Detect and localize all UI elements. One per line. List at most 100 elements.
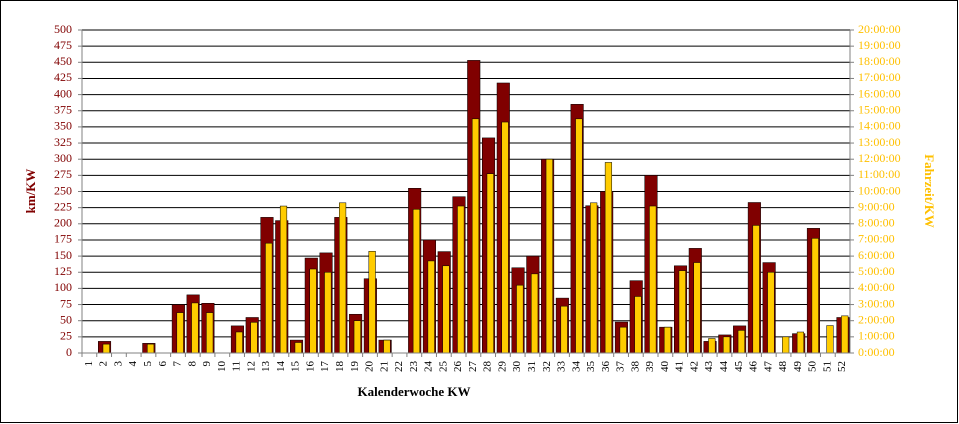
y2-tick-label: 8:00:00 bbox=[858, 216, 895, 230]
x-tick-label: 48 bbox=[777, 361, 789, 373]
y2-tick-label: 10:00:00 bbox=[858, 183, 901, 197]
x-tick-label: 2 bbox=[98, 361, 110, 367]
bar bbox=[811, 238, 819, 354]
x-tick-label: 27 bbox=[467, 361, 479, 373]
bar bbox=[663, 326, 672, 354]
bar bbox=[708, 338, 716, 354]
y2-axis-title: Fahrzeit/KW bbox=[922, 154, 937, 228]
x-tick-label: 40 bbox=[659, 361, 671, 373]
bar bbox=[737, 330, 745, 354]
bar bbox=[841, 315, 849, 354]
y2-tick-label: 11:00:00 bbox=[858, 167, 900, 181]
x-tick-label: 34 bbox=[570, 361, 582, 373]
y2-tick-label: 19:00:00 bbox=[858, 38, 901, 52]
x-tick-label: 47 bbox=[762, 361, 774, 373]
x-tick-label: 13 bbox=[260, 361, 272, 373]
y-tick-label: 325 bbox=[54, 135, 72, 149]
x-tick-label: 38 bbox=[629, 361, 641, 373]
bar bbox=[250, 322, 258, 354]
y2-tick-label: 18:00:00 bbox=[858, 54, 901, 68]
x-tick-label: 5 bbox=[142, 361, 154, 367]
y2-tick-label: 12:00:00 bbox=[858, 151, 901, 165]
y-tick-label: 400 bbox=[54, 86, 72, 100]
bar bbox=[590, 202, 598, 354]
bar bbox=[235, 331, 243, 354]
bar bbox=[265, 242, 273, 354]
bar bbox=[471, 118, 480, 354]
bar bbox=[294, 342, 302, 354]
y-tick-label: 475 bbox=[54, 38, 72, 52]
x-tick-label: 32 bbox=[541, 361, 553, 372]
y2-tick-label: 4:00:00 bbox=[858, 280, 895, 294]
x-tick-label: 39 bbox=[644, 361, 656, 373]
x-tick-label: 16 bbox=[304, 361, 316, 373]
x-tick-label: 14 bbox=[275, 361, 287, 373]
y-tick-label: 225 bbox=[54, 199, 72, 213]
y-tick-label: 450 bbox=[54, 54, 72, 68]
x-tick-label: 12 bbox=[245, 361, 257, 372]
x-tick-label: 17 bbox=[319, 361, 331, 373]
x-tick-label: 37 bbox=[615, 361, 627, 373]
bar bbox=[796, 331, 805, 354]
bar bbox=[545, 158, 553, 354]
x-tick-label: 49 bbox=[792, 361, 804, 373]
y-tick-label: 150 bbox=[54, 248, 72, 262]
x-tick-label: 46 bbox=[748, 361, 760, 373]
x-tick-label: 6 bbox=[157, 361, 169, 367]
x-tick-label: 20 bbox=[364, 361, 376, 373]
x-tick-label: 51 bbox=[821, 361, 833, 372]
y-tick-label: 175 bbox=[54, 232, 72, 246]
bar bbox=[368, 251, 376, 354]
bar bbox=[102, 343, 110, 354]
bar bbox=[531, 273, 539, 354]
bar bbox=[619, 326, 627, 354]
y-axis-title: km/KW bbox=[23, 169, 38, 214]
x-tick-label: 28 bbox=[482, 361, 494, 373]
x-tick-label: 4 bbox=[127, 361, 139, 367]
y2-tick-label: 2:00:00 bbox=[858, 312, 895, 326]
x-tick-label: 33 bbox=[556, 361, 568, 373]
y-tick-label: 25 bbox=[60, 329, 72, 343]
bar bbox=[339, 202, 347, 354]
y2-tick-label: 0:00:00 bbox=[858, 345, 895, 359]
y2-tick-label: 1:00:00 bbox=[858, 329, 895, 343]
x-tick-label: 30 bbox=[511, 361, 523, 373]
bar bbox=[826, 325, 834, 354]
bar bbox=[279, 205, 288, 354]
bar bbox=[191, 302, 199, 354]
bar bbox=[147, 343, 155, 354]
x-tick-label: 50 bbox=[807, 361, 819, 373]
y2-tick-label: 5:00:00 bbox=[858, 264, 895, 278]
x-tick-label: 21 bbox=[378, 361, 390, 372]
y2-tick-label: 15:00:00 bbox=[858, 103, 901, 117]
x-tick-label: 18 bbox=[334, 361, 346, 373]
x-tick-label: 1 bbox=[83, 361, 95, 367]
bar bbox=[501, 121, 509, 354]
bar bbox=[324, 272, 332, 354]
bar bbox=[206, 312, 214, 354]
bar bbox=[782, 336, 790, 354]
bar bbox=[309, 268, 317, 354]
y-tick-label: 375 bbox=[54, 103, 72, 117]
bar bbox=[649, 205, 657, 354]
x-tick-label: 42 bbox=[688, 361, 700, 372]
bar bbox=[723, 336, 731, 354]
x-tick-label: 41 bbox=[674, 361, 686, 372]
x-tick-label: 31 bbox=[526, 361, 538, 372]
x-tick-label: 7 bbox=[172, 361, 184, 367]
bar bbox=[353, 320, 361, 354]
x-tick-label: 23 bbox=[408, 361, 420, 373]
x-tick-label: 36 bbox=[600, 361, 612, 373]
y-tick-label: 200 bbox=[54, 216, 72, 230]
x-tick-label: 9 bbox=[201, 361, 213, 367]
bar bbox=[486, 173, 494, 354]
y2-tick-label: 3:00:00 bbox=[858, 296, 895, 310]
x-tick-label: 10 bbox=[216, 361, 228, 373]
x-tick-label: 52 bbox=[836, 361, 848, 372]
x-tick-label: 29 bbox=[496, 361, 508, 373]
y-tick-label: 300 bbox=[54, 151, 72, 165]
x-tick-label: 22 bbox=[393, 361, 405, 372]
bar bbox=[427, 260, 435, 354]
y-tick-label: 350 bbox=[54, 119, 72, 133]
